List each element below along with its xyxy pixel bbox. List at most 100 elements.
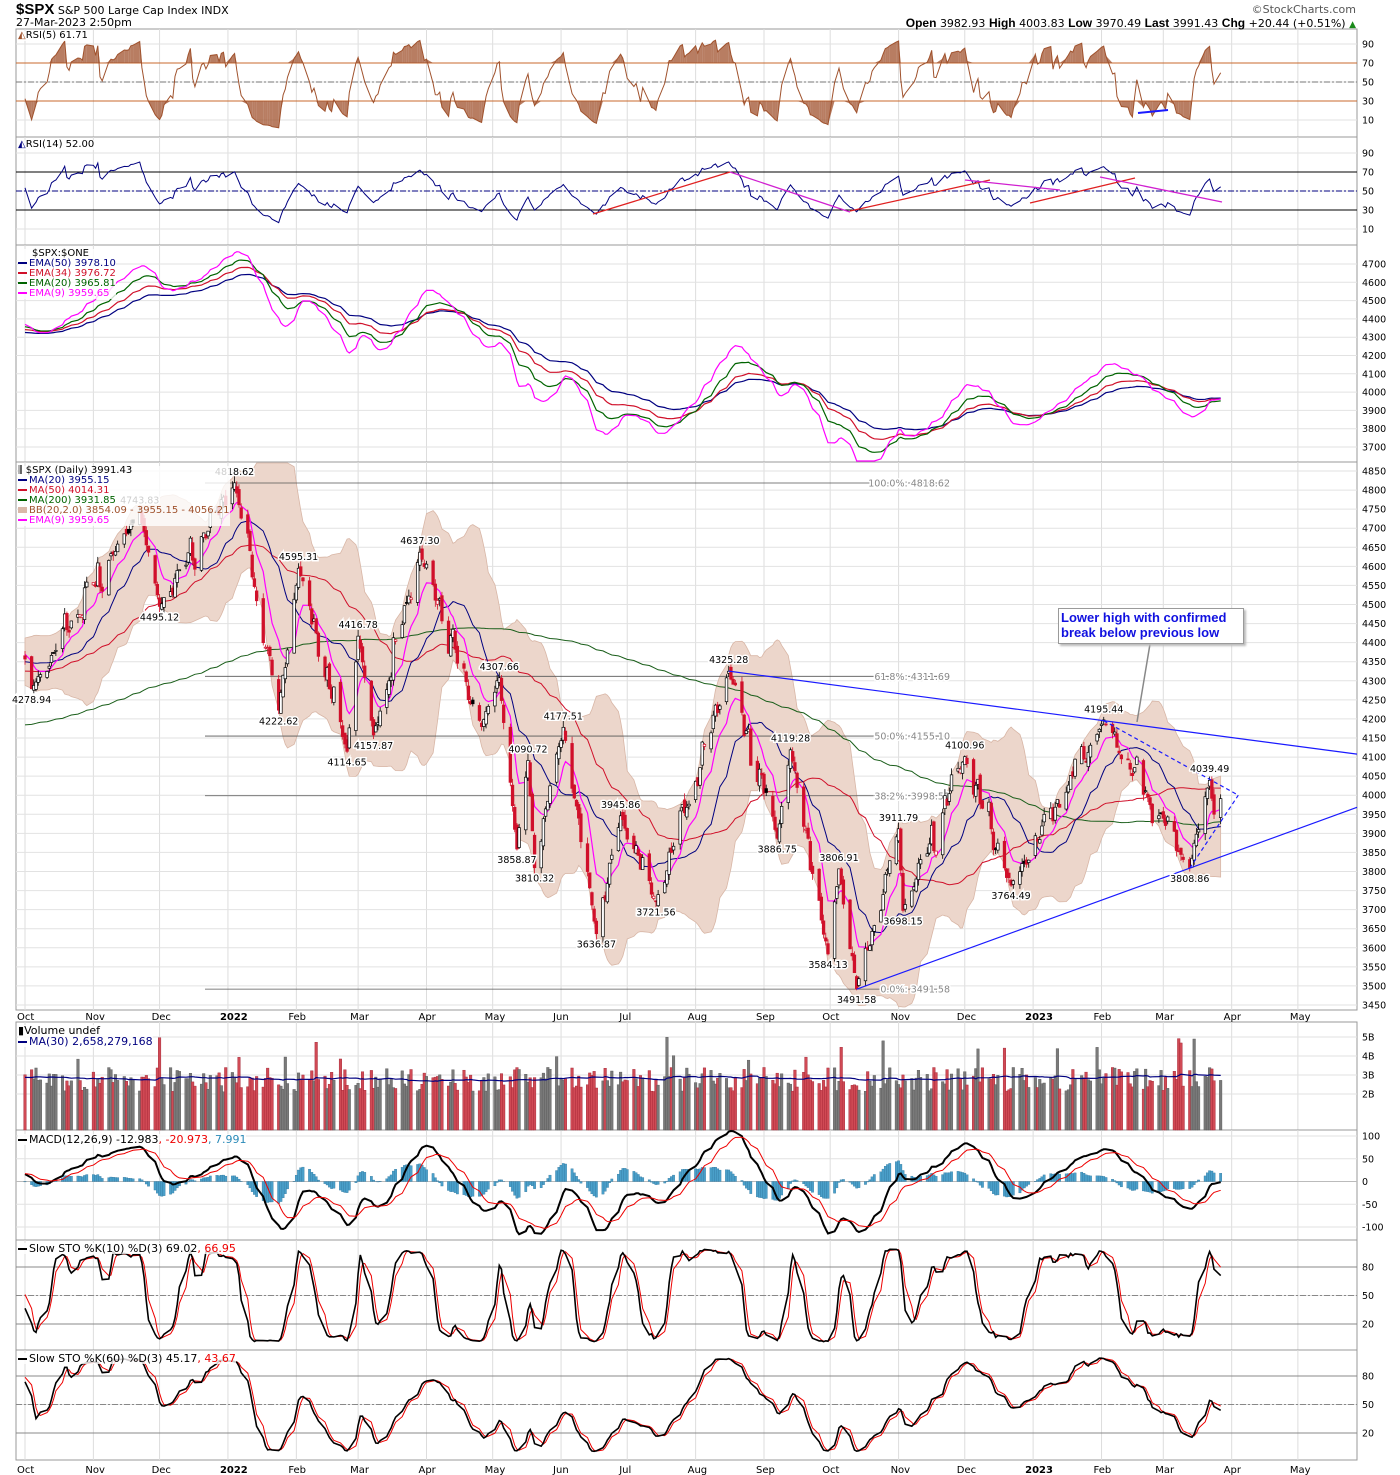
candle — [524, 776, 528, 831]
macd-histogram-bar — [1120, 1181, 1123, 1188]
volume-bar — [147, 1078, 151, 1131]
fibonacci-label: 100.0%: 4818.62 — [868, 478, 950, 489]
candle — [601, 897, 605, 938]
price-label: 4325.28 — [709, 655, 748, 666]
volume-bar — [38, 1079, 42, 1131]
candle — [29, 656, 34, 690]
y-tick-label: 4250 — [1362, 695, 1386, 706]
legend-label: EMA(20) 3965.81 — [29, 278, 116, 289]
rsi-extreme-fill — [711, 41, 714, 63]
macd-histogram-bar — [546, 1178, 550, 1182]
legend-volume: ▮Volume undef MA(30) 2,658,279,168 — [18, 1025, 153, 1047]
macd-histogram-bar — [125, 1177, 128, 1182]
y-tick-label: 3950 — [1362, 810, 1386, 821]
y-tick-label: 50 — [1362, 187, 1374, 198]
candle — [762, 773, 766, 794]
candle — [832, 901, 837, 959]
candle — [292, 598, 296, 654]
macd-histogram-bar — [961, 1172, 964, 1182]
rsi14-trendline — [964, 179, 1061, 191]
x-tick-label: Dec — [152, 1465, 171, 1475]
macd-histogram-bar — [1126, 1181, 1130, 1189]
y-tick-label: 20 — [1362, 1320, 1374, 1331]
volume-bar — [409, 1069, 413, 1131]
candle — [23, 655, 27, 660]
price-label: 4495.12 — [140, 612, 179, 623]
candle — [1174, 829, 1179, 851]
x-tick-label: Nov — [891, 1012, 911, 1023]
candle — [499, 677, 504, 701]
volume-bar — [579, 1086, 583, 1131]
x-tick-label: Feb — [288, 1465, 306, 1475]
rsi14-trendline — [729, 171, 851, 213]
rsi-extreme-fill — [1205, 48, 1208, 63]
rsi-extreme-fill — [827, 101, 835, 125]
candle — [1042, 813, 1046, 823]
macd-histogram-bar — [559, 1165, 563, 1182]
candle — [806, 827, 810, 839]
rsi-extreme-fill — [263, 101, 266, 126]
rsi-extreme-fill — [31, 101, 34, 120]
candle — [687, 803, 691, 807]
candle — [731, 678, 735, 685]
chg-value: +20.44 (+0.51%) — [1248, 17, 1346, 30]
macd-histogram-bar — [742, 1181, 746, 1186]
y-tick-label: 4050 — [1362, 772, 1386, 783]
candle — [819, 896, 824, 921]
candle — [899, 828, 903, 871]
candle — [49, 655, 54, 663]
rsi-extreme-fill — [1066, 54, 1069, 63]
macd-histogram-bar — [1086, 1175, 1090, 1182]
macd-histogram-bar — [548, 1174, 552, 1182]
volume-bar — [471, 1090, 475, 1131]
candle — [250, 554, 254, 578]
rsi-extreme-fill — [810, 101, 813, 116]
macd-signal-line — [24, 1136, 1221, 1229]
rsi-extreme-fill — [510, 101, 513, 120]
candle — [1097, 728, 1101, 733]
candle — [299, 566, 303, 577]
candle — [455, 645, 460, 664]
y-tick-label: 3B — [1362, 1071, 1375, 1082]
candle — [1007, 872, 1011, 878]
rsi-extreme-fill — [1121, 101, 1128, 108]
macd-histogram-bar — [153, 1181, 157, 1191]
candle — [508, 726, 512, 783]
symbol: $SPX — [16, 1, 55, 18]
y-tick-label: 4200 — [1362, 714, 1386, 725]
y-tick-label: 4150 — [1362, 734, 1386, 745]
rsi-extreme-fill — [519, 101, 526, 106]
chart-title: $SPX S&P 500 Large Cap Index INDX — [16, 1, 229, 18]
macd-histogram-bar — [1195, 1181, 1198, 1183]
candle — [872, 925, 876, 932]
macd-histogram-bar — [30, 1181, 33, 1185]
macd-histogram-bar — [204, 1177, 208, 1182]
legend-item: EMA(9) 3959.65 — [18, 289, 116, 299]
macd-histogram-bar — [96, 1174, 100, 1182]
x-tick-label: Sep — [756, 1465, 775, 1475]
candle — [332, 686, 336, 703]
price-label: 3945.86 — [601, 800, 640, 811]
macd-histogram-bar — [557, 1167, 561, 1182]
x-tick-label: Mar — [1155, 1465, 1175, 1475]
volume-bar — [455, 1089, 459, 1131]
candle — [416, 562, 420, 603]
candle — [193, 558, 197, 570]
rsi-extreme-fill — [883, 48, 886, 63]
price-label: 4307.66 — [480, 662, 519, 673]
candle — [162, 597, 166, 608]
sto10-k-line — [24, 1248, 1222, 1343]
macd-histogram-bar — [471, 1181, 475, 1197]
legend-price: ⫼ $SPX (Daily) 3991.43 MA(20) 3955.15 MA… — [18, 466, 230, 526]
macd-histogram-bar — [670, 1176, 673, 1182]
trendline — [1189, 794, 1239, 869]
rsi-extreme-fill — [1059, 58, 1067, 63]
y-tick-label: 80 — [1362, 1263, 1374, 1274]
volume-ma-line — [24, 1073, 1221, 1082]
macd-histogram-bar — [277, 1181, 281, 1204]
macd-histogram-bar — [1197, 1179, 1200, 1182]
rsi-extreme-fill — [126, 49, 129, 63]
macd-histogram-bar — [76, 1175, 80, 1182]
macd-histogram-bar — [780, 1181, 784, 1196]
